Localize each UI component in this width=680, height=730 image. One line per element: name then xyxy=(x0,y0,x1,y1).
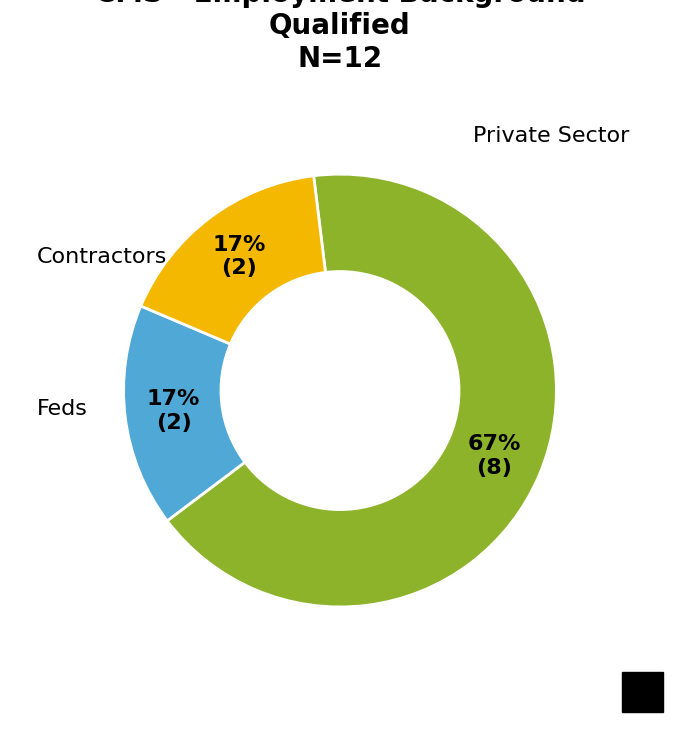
Wedge shape xyxy=(124,306,245,520)
Title: CMS - Employment Background
Qualified
N=12: CMS - Employment Background Qualified N=… xyxy=(95,0,585,73)
Wedge shape xyxy=(141,176,326,344)
Text: Private Sector: Private Sector xyxy=(473,126,630,146)
Text: Feds: Feds xyxy=(37,399,88,419)
Text: Contractors: Contractors xyxy=(37,247,167,267)
Text: 17%
(2): 17% (2) xyxy=(147,389,200,433)
Wedge shape xyxy=(167,174,556,607)
Text: 67%
(8): 67% (8) xyxy=(468,434,521,477)
Text: 17%
(2): 17% (2) xyxy=(212,235,266,278)
